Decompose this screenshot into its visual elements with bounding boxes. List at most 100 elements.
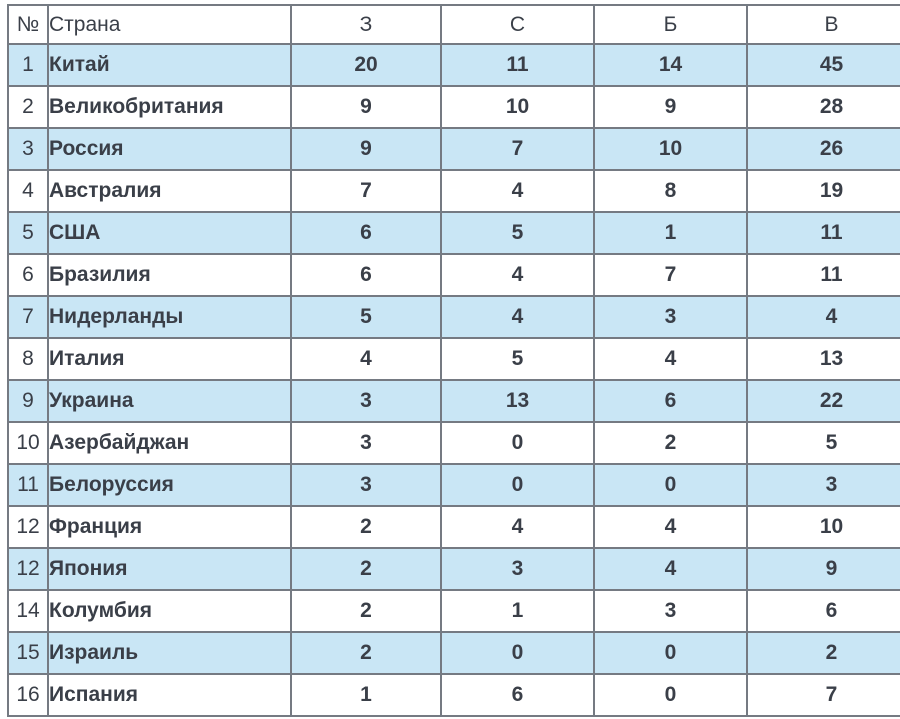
- gold-cell: 4: [290, 337, 442, 381]
- bronze-cell: 8: [593, 169, 748, 213]
- bronze-cell: 14: [593, 43, 748, 87]
- table-row: 15 Израиль 2 0 0 2: [7, 631, 900, 675]
- total-cell: 22: [746, 379, 900, 423]
- col-header-silver: С: [440, 4, 595, 45]
- gold-cell: 5: [290, 295, 442, 339]
- medal-table-container: № Страна З С Б В 1 Китай 20 11 14 45 2 В…: [7, 4, 900, 717]
- rank-cell: 15: [7, 631, 49, 675]
- country-cell: Великобритания: [47, 85, 292, 129]
- bronze-cell: 9: [593, 85, 748, 129]
- col-header-bronze: Б: [593, 4, 748, 45]
- silver-cell: 5: [440, 337, 595, 381]
- total-cell: 9: [746, 547, 900, 591]
- table-row: 7 Нидерланды 5 4 3 4: [7, 295, 900, 339]
- silver-cell: 4: [440, 505, 595, 549]
- rank-cell: 6: [7, 253, 49, 297]
- bronze-cell: 3: [593, 589, 748, 633]
- total-cell: 5: [746, 421, 900, 465]
- silver-cell: 7: [440, 127, 595, 171]
- col-header-country: Страна: [47, 4, 292, 45]
- country-cell: Франция: [47, 505, 292, 549]
- rank-cell: 12: [7, 505, 49, 549]
- col-header-total: В: [746, 4, 900, 45]
- silver-cell: 0: [440, 631, 595, 675]
- medal-table: № Страна З С Б В 1 Китай 20 11 14 45 2 В…: [7, 4, 900, 717]
- bronze-cell: 10: [593, 127, 748, 171]
- country-cell: Украина: [47, 379, 292, 423]
- silver-cell: 11: [440, 43, 595, 87]
- total-cell: 45: [746, 43, 900, 87]
- country-cell: Азербайджан: [47, 421, 292, 465]
- gold-cell: 3: [290, 379, 442, 423]
- total-cell: 26: [746, 127, 900, 171]
- country-cell: Испания: [47, 673, 292, 717]
- bronze-cell: 4: [593, 547, 748, 591]
- silver-cell: 0: [440, 463, 595, 507]
- silver-cell: 0: [440, 421, 595, 465]
- gold-cell: 9: [290, 127, 442, 171]
- gold-cell: 3: [290, 463, 442, 507]
- rank-cell: 4: [7, 169, 49, 213]
- table-row: 16 Испания 1 6 0 7: [7, 673, 900, 717]
- bronze-cell: 7: [593, 253, 748, 297]
- table-row: 9 Украина 3 13 6 22: [7, 379, 900, 423]
- bronze-cell: 6: [593, 379, 748, 423]
- rank-cell: 16: [7, 673, 49, 717]
- silver-cell: 3: [440, 547, 595, 591]
- rank-cell: 5: [7, 211, 49, 255]
- gold-cell: 2: [290, 505, 442, 549]
- table-row: 4 Австралия 7 4 8 19: [7, 169, 900, 213]
- silver-cell: 10: [440, 85, 595, 129]
- bronze-cell: 4: [593, 505, 748, 549]
- gold-cell: 2: [290, 547, 442, 591]
- country-cell: Израиль: [47, 631, 292, 675]
- silver-cell: 4: [440, 253, 595, 297]
- total-cell: 13: [746, 337, 900, 381]
- total-cell: 3: [746, 463, 900, 507]
- gold-cell: 9: [290, 85, 442, 129]
- total-cell: 11: [746, 253, 900, 297]
- table-row: 3 Россия 9 7 10 26: [7, 127, 900, 171]
- country-cell: Нидерланды: [47, 295, 292, 339]
- table-row: 8 Италия 4 5 4 13: [7, 337, 900, 381]
- header-row: № Страна З С Б В: [7, 4, 900, 45]
- rank-cell: 9: [7, 379, 49, 423]
- rank-cell: 2: [7, 85, 49, 129]
- table-row: 11 Белоруссия 3 0 0 3: [7, 463, 900, 507]
- country-cell: Италия: [47, 337, 292, 381]
- table-body: 1 Китай 20 11 14 45 2 Великобритания 9 1…: [7, 43, 900, 717]
- country-cell: Белоруссия: [47, 463, 292, 507]
- bronze-cell: 0: [593, 631, 748, 675]
- gold-cell: 2: [290, 631, 442, 675]
- col-header-gold: З: [290, 4, 442, 45]
- silver-cell: 4: [440, 169, 595, 213]
- gold-cell: 6: [290, 211, 442, 255]
- table-row: 5 США 6 5 1 11: [7, 211, 900, 255]
- rank-cell: 8: [7, 337, 49, 381]
- total-cell: 2: [746, 631, 900, 675]
- gold-cell: 7: [290, 169, 442, 213]
- silver-cell: 4: [440, 295, 595, 339]
- country-cell: США: [47, 211, 292, 255]
- table-row: 2 Великобритания 9 10 9 28: [7, 85, 900, 129]
- bronze-cell: 0: [593, 463, 748, 507]
- total-cell: 11: [746, 211, 900, 255]
- gold-cell: 20: [290, 43, 442, 87]
- gold-cell: 3: [290, 421, 442, 465]
- silver-cell: 1: [440, 589, 595, 633]
- bronze-cell: 4: [593, 337, 748, 381]
- rank-cell: 3: [7, 127, 49, 171]
- gold-cell: 6: [290, 253, 442, 297]
- total-cell: 10: [746, 505, 900, 549]
- total-cell: 19: [746, 169, 900, 213]
- rank-cell: 11: [7, 463, 49, 507]
- table-row: 12 Япония 2 3 4 9: [7, 547, 900, 591]
- country-cell: Япония: [47, 547, 292, 591]
- total-cell: 28: [746, 85, 900, 129]
- table-row: 14 Колумбия 2 1 3 6: [7, 589, 900, 633]
- table-header: № Страна З С Б В: [7, 4, 900, 45]
- rank-cell: 10: [7, 421, 49, 465]
- bronze-cell: 3: [593, 295, 748, 339]
- country-cell: Китай: [47, 43, 292, 87]
